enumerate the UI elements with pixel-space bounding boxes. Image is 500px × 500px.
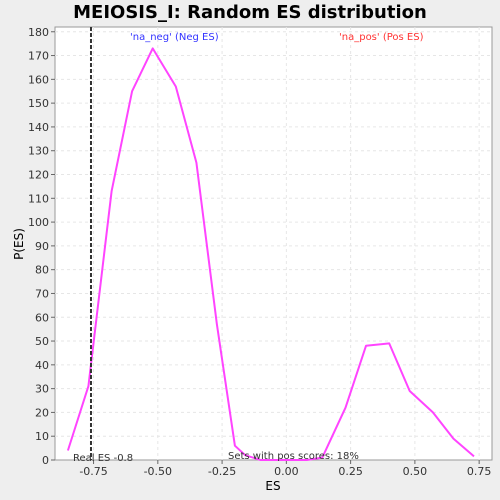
- y-tick-label: 40: [35, 359, 49, 372]
- x-axis-ticks: -0.75 -0.50 -0.25 0.00 0.25 0.50 0.75: [79, 460, 491, 478]
- y-tick-label: 10: [35, 430, 49, 443]
- plot-area: [54, 26, 493, 461]
- y-tick-label: 150: [28, 97, 49, 110]
- pos-es-annotation: 'na_pos' (Pos ES): [339, 32, 424, 43]
- y-tick-label: 50: [35, 335, 49, 348]
- x-axis-label: ES: [265, 479, 280, 493]
- x-tick-label: 0.75: [467, 465, 492, 478]
- pos-scores-note: Sets with pos scores: 18%: [228, 451, 359, 462]
- x-tick-label: 0.00: [274, 465, 299, 478]
- y-tick-label: 140: [28, 121, 49, 134]
- y-tick-label: 70: [35, 287, 49, 300]
- real-es-label: Real ES -0.8: [73, 453, 133, 464]
- chart-title: MEIOSIS_I: Random ES distribution: [73, 2, 427, 23]
- y-tick-label: 90: [35, 240, 49, 253]
- y-tick-label: 30: [35, 383, 49, 396]
- x-tick-label: -0.75: [79, 465, 107, 478]
- y-tick-label: 80: [35, 264, 49, 277]
- y-tick-label: 170: [28, 50, 49, 63]
- y-tick-label: 20: [35, 406, 49, 419]
- y-tick-label: 60: [35, 311, 49, 324]
- y-tick-label: 130: [28, 145, 49, 158]
- es-distribution-line: [66, 47, 475, 461]
- y-axis-label: P(ES): [12, 228, 26, 260]
- x-tick-label: -0.50: [144, 465, 172, 478]
- y-tick-label: 160: [28, 73, 49, 86]
- x-tick-label: -0.25: [208, 465, 236, 478]
- y-tick-label: 180: [28, 26, 49, 39]
- y-tick-label: 120: [28, 169, 49, 182]
- grid-lines: [55, 27, 492, 460]
- y-tick-label: 110: [28, 192, 49, 205]
- x-tick-label: 0.50: [403, 465, 428, 478]
- series-layer: [66, 47, 475, 461]
- neg-es-annotation: 'na_neg' (Neg ES): [130, 32, 219, 43]
- y-tick-label: 100: [28, 216, 49, 229]
- x-tick-label: 0.25: [338, 465, 363, 478]
- y-axis-ticks: 0 10 20 30 40 50 60 70 80 90 100 110 120 130 140 150 160…: [28, 26, 55, 467]
- y-tick-label: 0: [42, 454, 49, 467]
